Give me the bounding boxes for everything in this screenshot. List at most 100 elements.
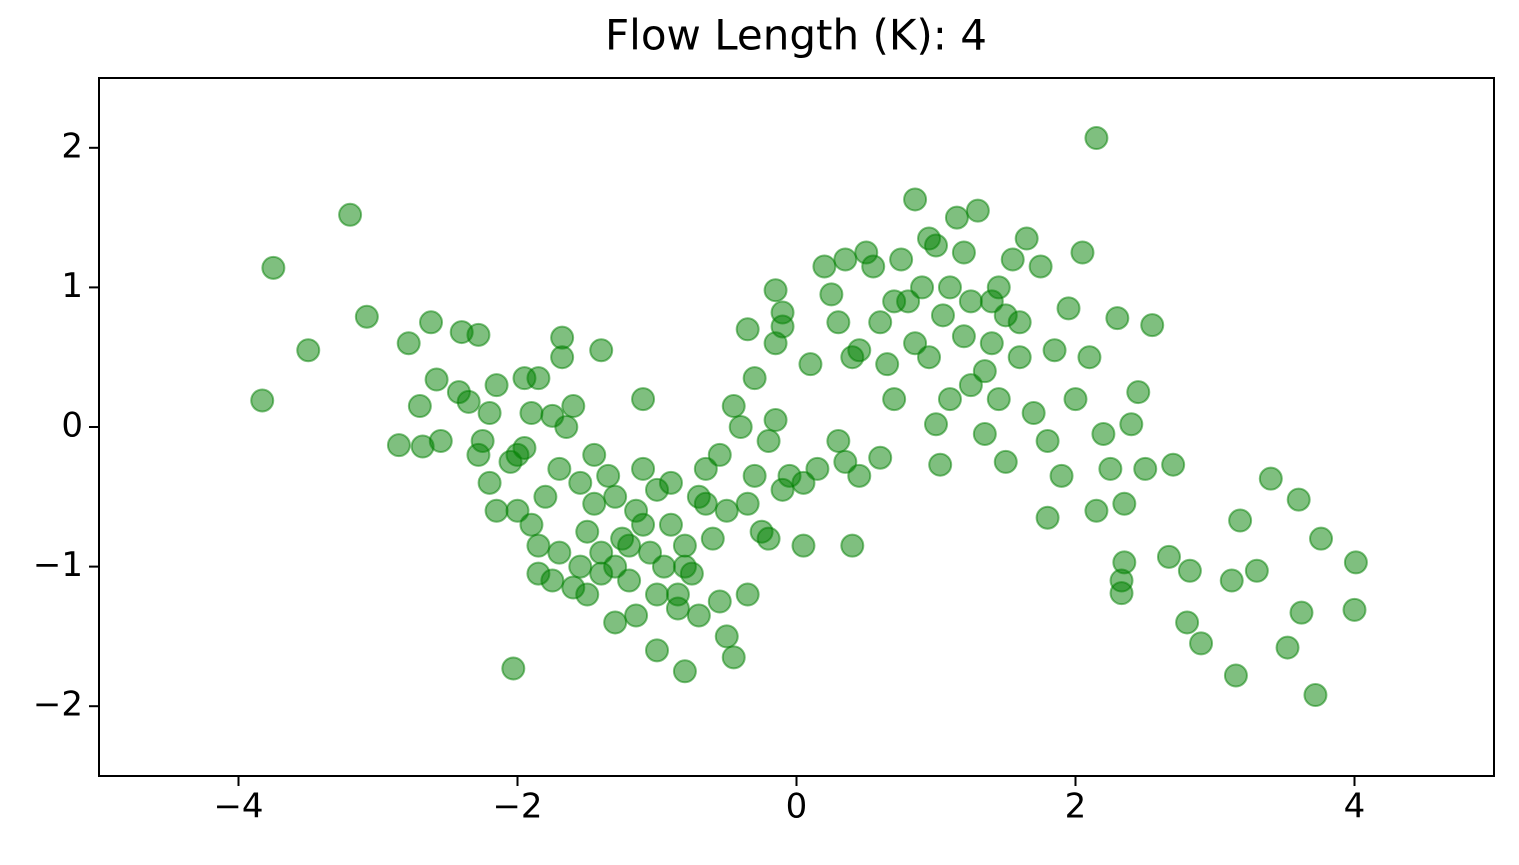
point xyxy=(937,387,962,412)
point xyxy=(707,589,732,614)
point xyxy=(1109,581,1134,606)
point xyxy=(1098,456,1123,481)
point xyxy=(582,491,607,516)
point xyxy=(1084,126,1109,151)
point xyxy=(575,519,600,544)
point xyxy=(979,331,1004,356)
point xyxy=(798,352,823,377)
point xyxy=(526,366,551,391)
point xyxy=(770,314,795,339)
point xyxy=(1309,526,1334,551)
point xyxy=(1258,466,1283,491)
point xyxy=(1289,600,1314,625)
point xyxy=(1175,610,1200,635)
point xyxy=(589,561,614,586)
point xyxy=(424,367,449,392)
point xyxy=(826,310,851,335)
point xyxy=(250,388,275,413)
point xyxy=(742,463,767,488)
point xyxy=(735,317,760,342)
point xyxy=(903,187,928,212)
point xyxy=(519,401,544,426)
point xyxy=(501,656,526,681)
y-tick-label: 0 xyxy=(61,406,83,446)
point xyxy=(875,352,900,377)
point xyxy=(791,533,816,558)
point xyxy=(624,603,649,628)
point xyxy=(756,526,781,551)
point xyxy=(868,310,893,335)
x-tick-label: −4 xyxy=(213,787,263,827)
point xyxy=(1156,544,1181,569)
point xyxy=(261,255,286,280)
x-tick-label: 0 xyxy=(786,787,808,827)
point xyxy=(1228,508,1253,533)
point xyxy=(735,582,760,607)
point xyxy=(1161,452,1186,477)
point xyxy=(651,554,676,579)
point xyxy=(550,345,575,370)
point xyxy=(554,415,579,439)
chart-title: Flow Length (K): 4 xyxy=(605,11,987,60)
point xyxy=(533,484,558,509)
point xyxy=(928,452,953,477)
point xyxy=(568,554,593,579)
plot-frame xyxy=(98,77,1495,777)
point xyxy=(672,554,697,579)
point xyxy=(686,603,711,628)
point xyxy=(568,470,593,495)
point xyxy=(1028,254,1053,279)
point xyxy=(1219,568,1244,593)
point xyxy=(700,526,725,551)
point xyxy=(1343,550,1368,575)
point xyxy=(868,445,893,470)
point xyxy=(1223,663,1248,688)
point xyxy=(847,463,872,488)
point xyxy=(658,470,683,495)
point xyxy=(721,645,746,670)
point xyxy=(910,275,935,300)
point xyxy=(965,198,990,223)
point xyxy=(526,533,551,558)
point xyxy=(742,366,767,391)
point xyxy=(826,428,851,453)
point xyxy=(1049,463,1074,488)
point xyxy=(386,433,411,458)
point xyxy=(1275,635,1300,660)
point xyxy=(658,512,683,537)
point xyxy=(756,428,781,453)
point xyxy=(672,659,697,684)
point xyxy=(1042,338,1067,363)
point xyxy=(917,226,942,251)
point xyxy=(714,498,739,523)
point xyxy=(1133,456,1158,481)
point xyxy=(693,491,718,516)
point xyxy=(498,449,523,474)
point xyxy=(484,373,509,398)
point xyxy=(951,324,976,349)
point xyxy=(847,338,872,363)
point xyxy=(561,394,586,419)
point xyxy=(735,491,760,516)
point xyxy=(930,303,955,328)
point xyxy=(763,408,788,433)
point xyxy=(1035,505,1060,530)
point xyxy=(1070,240,1095,265)
point xyxy=(631,387,656,412)
point xyxy=(1084,498,1109,523)
point xyxy=(631,512,656,537)
point xyxy=(1112,491,1137,516)
point xyxy=(582,442,607,467)
point xyxy=(296,338,321,363)
point xyxy=(338,202,363,227)
point xyxy=(1244,558,1269,583)
point xyxy=(986,387,1011,412)
point xyxy=(456,389,481,414)
y-tick-label: 2 xyxy=(61,126,83,166)
point xyxy=(547,540,572,565)
point xyxy=(1342,597,1367,622)
point xyxy=(972,421,997,446)
point xyxy=(603,484,628,509)
